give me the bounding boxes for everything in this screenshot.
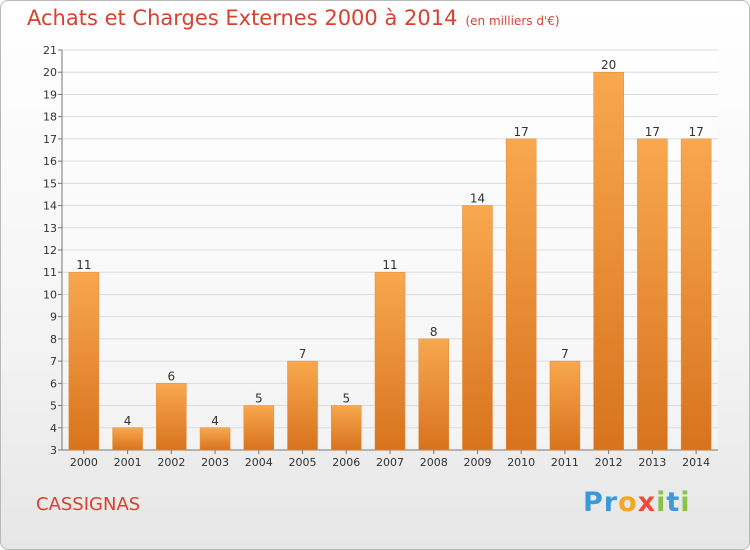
bar xyxy=(199,427,231,451)
x-tick-label: 2012 xyxy=(595,456,623,469)
bar-value-label: 14 xyxy=(470,192,485,206)
y-tick-label: 13 xyxy=(43,222,57,235)
y-tick-label: 12 xyxy=(43,244,57,257)
bar-value-label: 17 xyxy=(688,125,703,139)
y-tick-label: 6 xyxy=(50,377,57,390)
y-tick-label: 11 xyxy=(43,266,57,279)
bar xyxy=(418,338,449,451)
x-tick-label: 2014 xyxy=(682,456,710,469)
x-tick-label: 2001 xyxy=(114,456,142,469)
logo-letter: P xyxy=(583,487,604,518)
bar-value-label: 20 xyxy=(601,58,616,72)
bar-value-label: 7 xyxy=(299,347,307,361)
logo-letter: i xyxy=(656,487,667,518)
x-tick-label: 2000 xyxy=(70,456,98,469)
bar-value-label: 8 xyxy=(430,325,438,339)
x-tick-label: 2010 xyxy=(507,456,535,469)
commune-name: CASSIGNAS xyxy=(36,494,141,515)
bar xyxy=(243,405,275,451)
y-tick-label: 9 xyxy=(50,311,57,324)
logo-letter: r xyxy=(603,487,619,518)
logo-letter: i xyxy=(680,487,691,518)
y-tick-label: 16 xyxy=(43,155,57,168)
logo-letter: x xyxy=(637,487,657,518)
bar-value-label: 7 xyxy=(561,347,569,361)
bar xyxy=(637,138,668,451)
x-tick-label: 2006 xyxy=(332,456,360,469)
bar-value-label: 4 xyxy=(124,414,132,428)
x-tick-label: 2007 xyxy=(376,456,404,469)
proxiti-logo: Proxiti xyxy=(583,487,691,518)
y-tick-label: 3 xyxy=(50,444,57,457)
y-tick-label: 21 xyxy=(43,44,57,57)
chart-title-text: Achats et Charges Externes 2000 à 2014 xyxy=(27,6,458,30)
bar xyxy=(112,427,143,451)
x-tick-label: 2003 xyxy=(201,456,229,469)
bar xyxy=(680,138,712,451)
chart-subtitle: (en milliers d'€) xyxy=(465,14,560,28)
x-tick-label: 2009 xyxy=(463,456,491,469)
bar xyxy=(593,71,624,451)
x-tick-label: 2005 xyxy=(289,456,317,469)
y-tick-label: 5 xyxy=(50,400,57,413)
y-tick-label: 14 xyxy=(43,200,57,213)
bar xyxy=(287,360,318,451)
y-tick-label: 10 xyxy=(43,288,57,301)
bar xyxy=(462,205,493,451)
y-tick-label: 8 xyxy=(50,333,57,346)
bar xyxy=(156,383,187,451)
bar-value-label: 5 xyxy=(255,392,263,406)
bar xyxy=(374,271,406,451)
bar-value-label: 11 xyxy=(76,258,91,272)
y-tick-label: 7 xyxy=(50,355,57,368)
bar xyxy=(549,360,581,451)
logo-letter: t xyxy=(666,487,681,518)
bar xyxy=(68,271,100,451)
bar-value-label: 4 xyxy=(211,414,219,428)
bar xyxy=(505,138,537,451)
y-tick-label: 20 xyxy=(43,66,57,79)
y-tick-label: 18 xyxy=(43,111,57,124)
y-tick-label: 15 xyxy=(43,177,57,190)
bar-value-label: 11 xyxy=(382,258,397,272)
bar xyxy=(331,405,362,451)
bar-value-label: 5 xyxy=(342,392,350,406)
y-tick-label: 19 xyxy=(43,88,57,101)
x-tick-label: 2013 xyxy=(638,456,666,469)
logo-letter: o xyxy=(618,487,638,518)
y-tick-label: 4 xyxy=(50,422,57,435)
x-tick-label: 2008 xyxy=(420,456,448,469)
x-tick-label: 2011 xyxy=(551,456,579,469)
y-tick-label: 17 xyxy=(43,133,57,146)
chart-title: Achats et Charges Externes 2000 à 2014 (e… xyxy=(27,6,560,30)
bar-value-label: 17 xyxy=(514,125,529,139)
bar-value-label: 6 xyxy=(168,369,176,383)
x-tick-label: 2004 xyxy=(245,456,273,469)
bar-value-label: 17 xyxy=(645,125,660,139)
x-tick-label: 2002 xyxy=(157,456,185,469)
